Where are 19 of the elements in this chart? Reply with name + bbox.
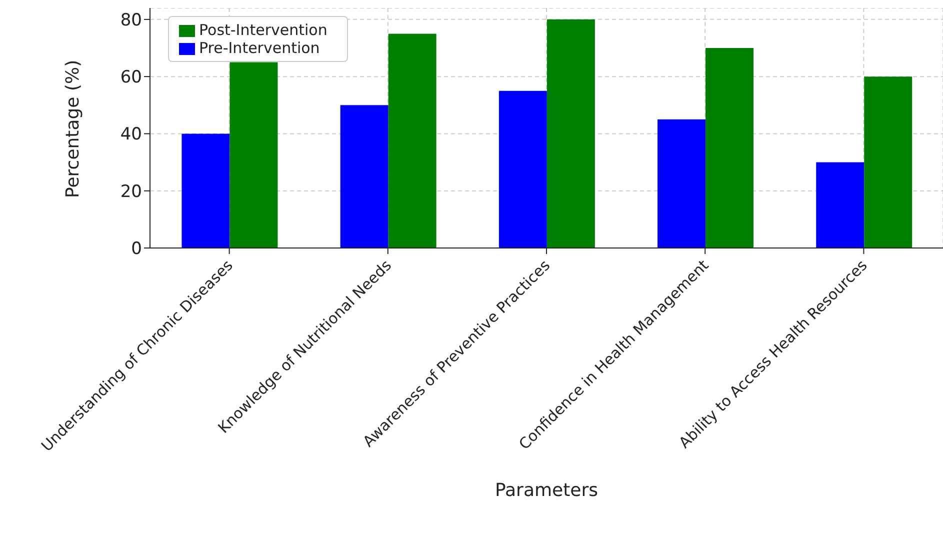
bar — [388, 34, 436, 248]
bar — [230, 62, 278, 248]
bar — [546, 19, 595, 248]
bar — [340, 105, 388, 248]
bar — [864, 76, 912, 248]
y-tick-label: 0 — [131, 239, 142, 260]
bar — [498, 90, 547, 248]
x-axis-title: Parameters — [494, 480, 598, 501]
y-axis-title: Percentage (%) — [62, 60, 84, 198]
bar — [658, 119, 706, 248]
y-tick-label: 40 — [120, 124, 142, 145]
y-tick-label: 80 — [120, 10, 142, 30]
y-tick-label: 60 — [120, 68, 142, 88]
legend-label: Post-Intervention — [199, 21, 328, 39]
bar — [816, 162, 864, 248]
legend-label: Pre-Intervention — [199, 39, 320, 57]
bar — [182, 134, 230, 248]
bar — [706, 48, 754, 248]
y-tick-label: 20 — [120, 182, 142, 202]
